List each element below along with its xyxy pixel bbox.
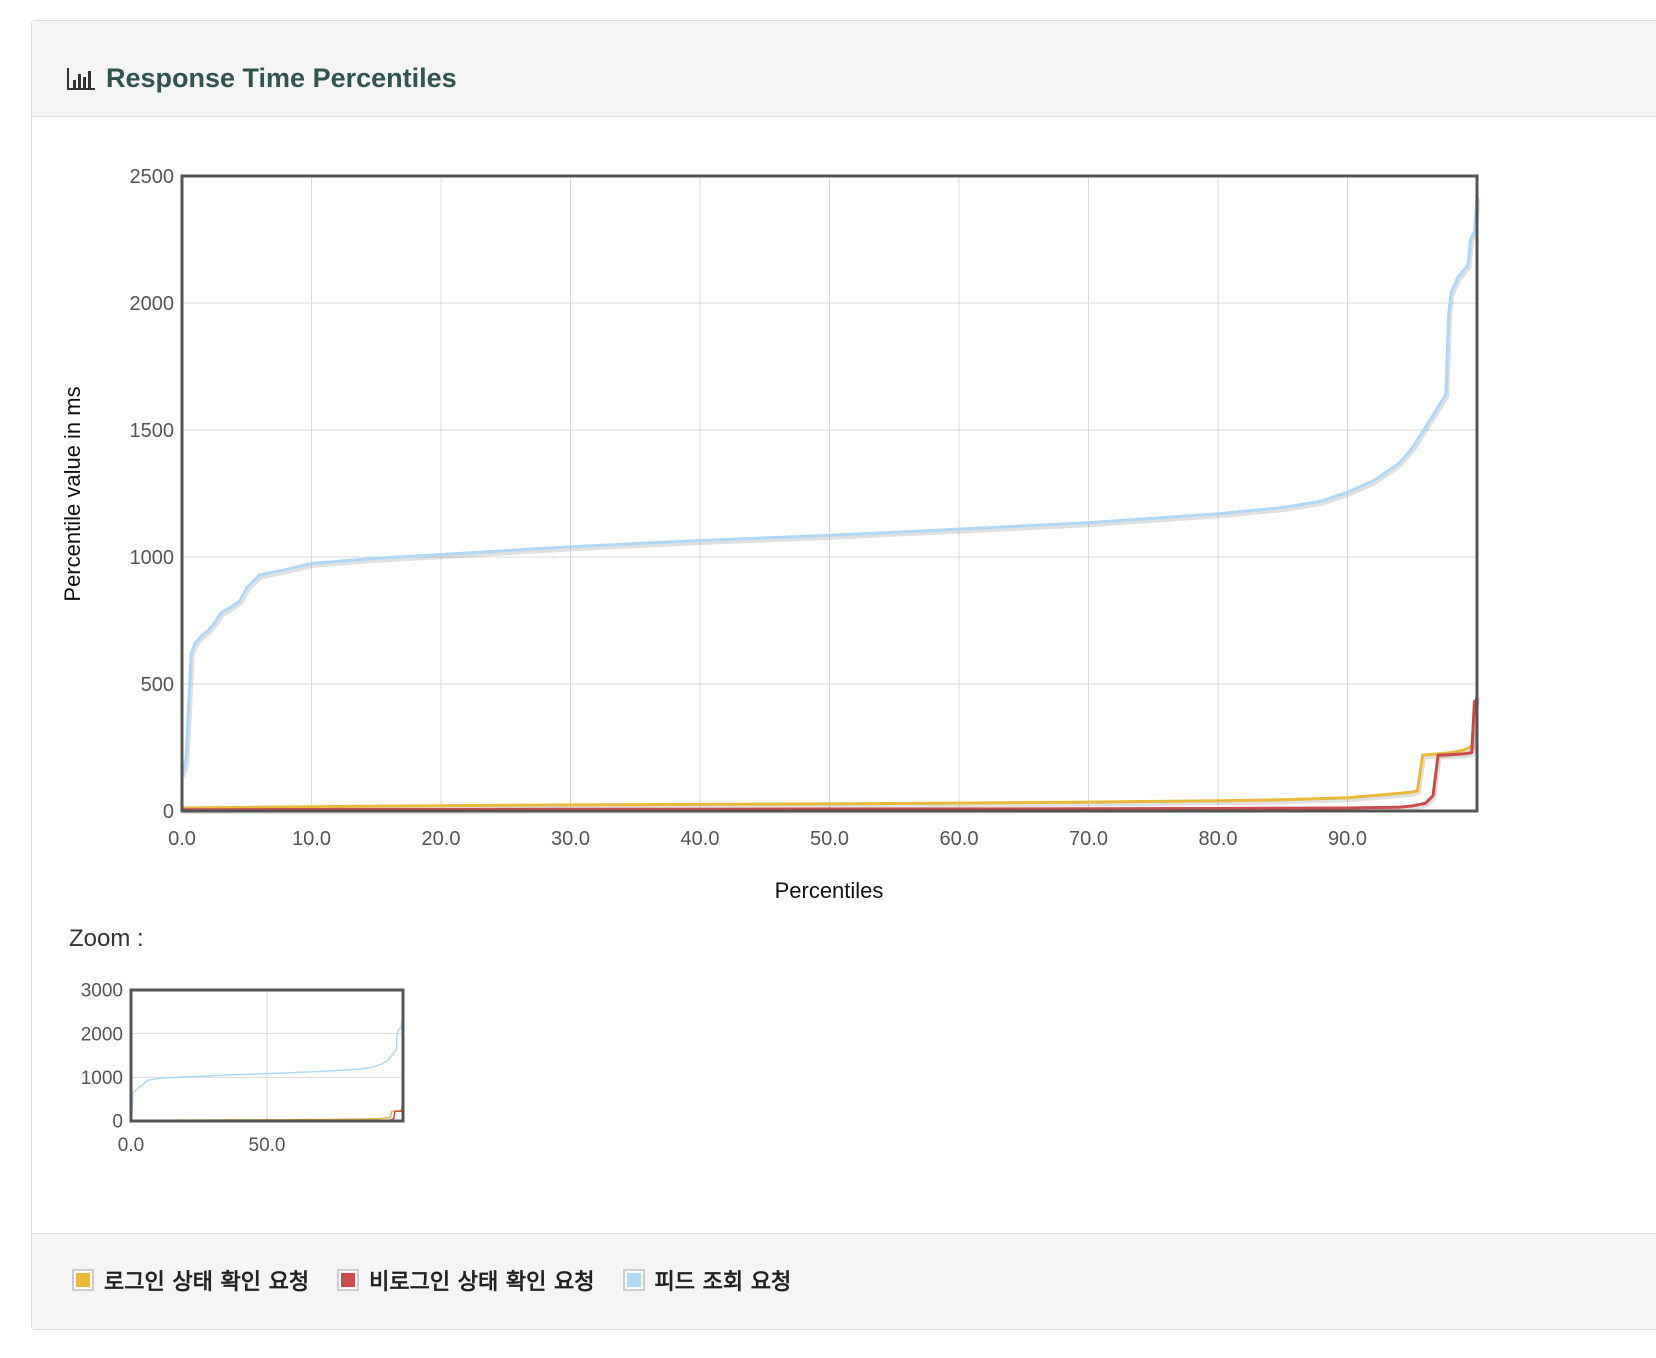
main-y-tick: 1000 [130, 547, 175, 569]
main-y-tick: 0 [163, 801, 174, 823]
legend: 로그인 상태 확인 요청 비로그인 상태 확인 요청 피드 조회 요청 [72, 1264, 819, 1296]
main-x-axis-title: Percentiles [775, 878, 884, 903]
legend-item-feed[interactable]: 피드 조회 요청 [622, 1264, 792, 1296]
main-x-tick: 30.0 [551, 828, 590, 850]
zoom-x-tick: 0.0 [118, 1135, 144, 1156]
zoom-y-tick: 2000 [81, 1024, 123, 1045]
main-series-line-2 [180, 196, 1479, 776]
main-x-tick: 20.0 [422, 828, 461, 850]
bar-chart-icon [66, 66, 96, 92]
zoom-label: Zoom : [69, 925, 144, 952]
legend-item-login[interactable]: 로그인 상태 확인 요청 [72, 1264, 309, 1296]
panel-footer: 로그인 상태 확인 요청 비로그인 상태 확인 요청 피드 조회 요청 [32, 1233, 1656, 1329]
main-x-tick: 10.0 [292, 828, 331, 850]
zoom-y-tick: 1000 [81, 1068, 123, 1089]
legend-swatch-login [72, 1269, 94, 1291]
legend-swatch-nonlogin [337, 1269, 360, 1291]
zoom-plot-border [129, 988, 405, 1123]
zoom-y-tick: 0 [112, 1112, 123, 1133]
main-x-tick: 70.0 [1069, 828, 1108, 850]
main-y-tick: 2500 [130, 166, 175, 188]
main-plot-border [180, 174, 1479, 813]
main-series-shadow-2 [180, 198, 1481, 779]
main-x-tick: 50.0 [810, 828, 849, 850]
main-y-tick: 1500 [130, 420, 175, 442]
main-series-line-0 [181, 695, 1479, 810]
main-y-tick: 500 [141, 674, 174, 696]
panel-heading[interactable]: Response Time Percentiles [32, 21, 1656, 117]
main-x-tick: 90.0 [1328, 828, 1367, 850]
main-x-tick: 80.0 [1199, 828, 1238, 850]
zoom-x-tick: 50.0 [249, 1135, 286, 1156]
percentiles-panel: Response Time Percentiles 0.0 10.0 20.0 30.… [31, 20, 1656, 1330]
main-y-tick: 2000 [130, 293, 175, 315]
panel-title-text: Response Time Percentiles [106, 63, 457, 93]
legend-swatch-feed [622, 1269, 645, 1291]
main-series-shadow-1 [182, 699, 1480, 815]
zoom-series-line-2 [130, 1015, 404, 1116]
main-series-shadow-0 [182, 696, 1481, 813]
main-y-axis-title: Percentile value in ms [60, 386, 85, 601]
panel-title: Response Time Percentiles [66, 63, 457, 94]
legend-label-feed: 피드 조회 요청 [654, 1270, 792, 1295]
legend-item-nonlogin[interactable]: 비로그인 상태 확인 요청 [337, 1264, 595, 1296]
legend-label-nonlogin: 비로그인 상태 확인 요청 [369, 1270, 595, 1295]
main-x-tick: 40.0 [681, 828, 720, 850]
main-chart[interactable]: 0.0 10.0 20.0 30.0 40.0 50.0 60.0 70.0 80.0 90.0 0… [32, 117, 1632, 1157]
main-x-tick: 60.0 [940, 828, 979, 850]
zoom-y-tick: 3000 [81, 981, 123, 1002]
main-x-tick: 0.0 [168, 828, 196, 850]
main-series-line-1 [181, 698, 1479, 812]
legend-label-login: 로그인 상태 확인 요청 [104, 1270, 310, 1295]
